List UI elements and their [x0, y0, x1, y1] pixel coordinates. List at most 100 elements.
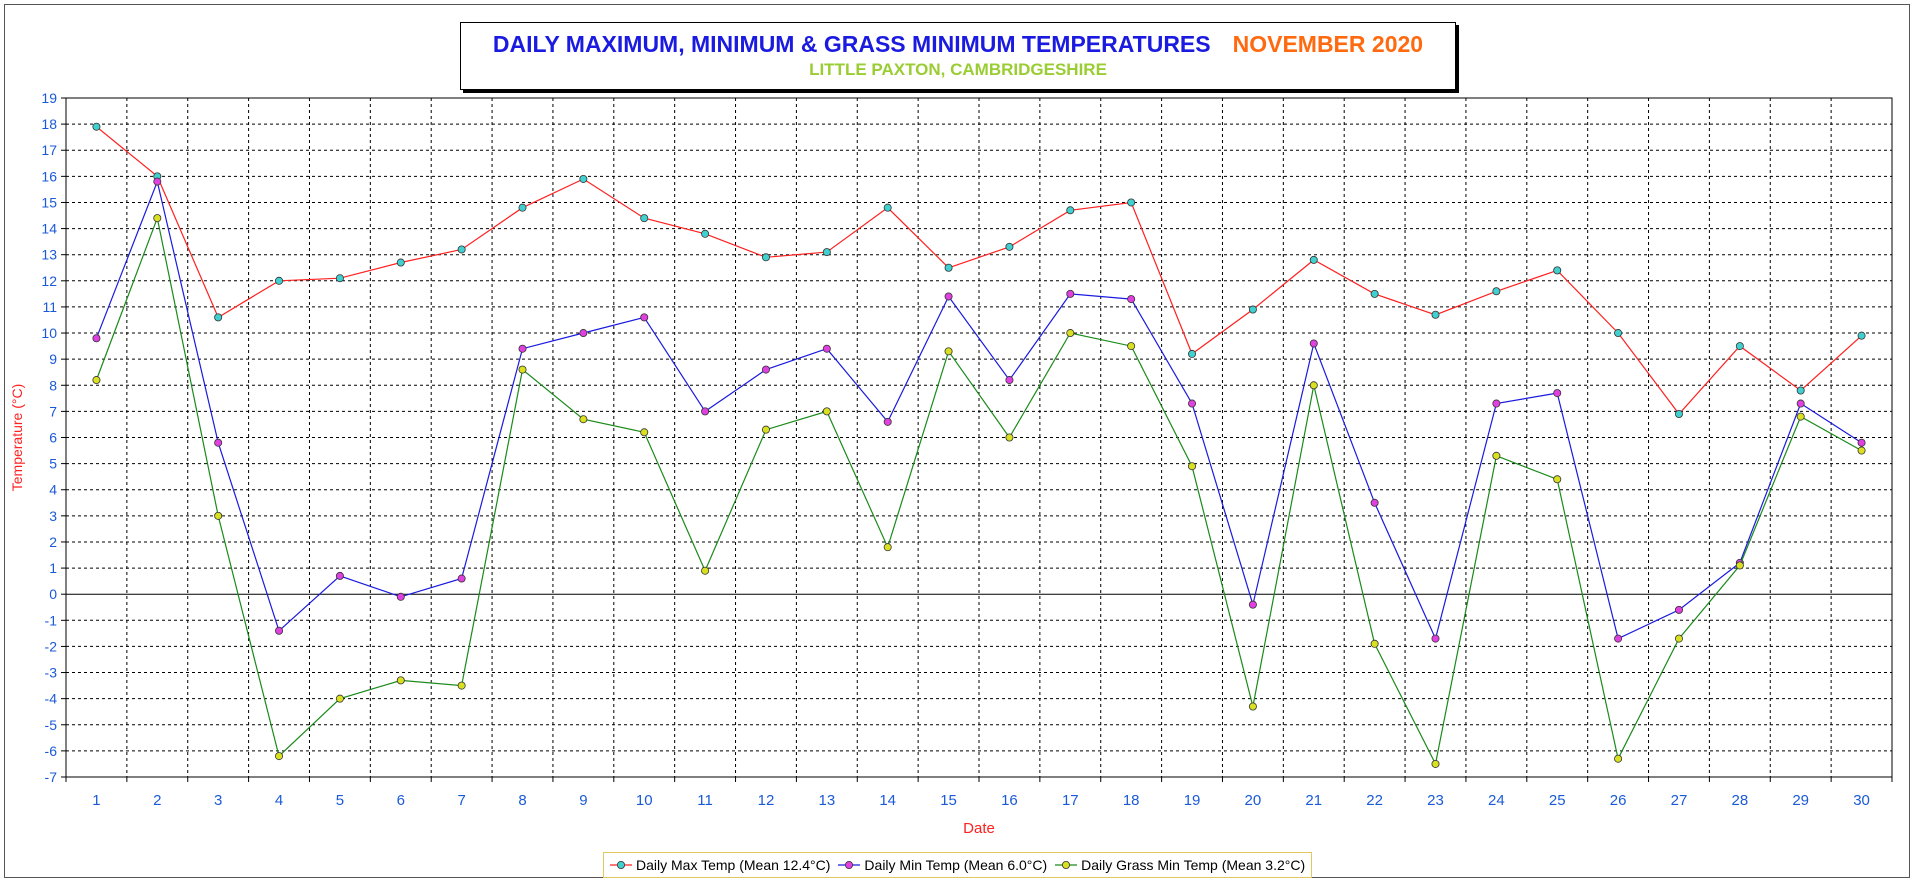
x-tick-label: 5 — [336, 792, 344, 809]
data-point — [883, 417, 892, 426]
legend: Daily Max Temp (Mean 12.4°C) Daily Min Te… — [603, 852, 1313, 878]
x-tick-label: 16 — [1001, 792, 1018, 809]
x-tick-label: 21 — [1305, 792, 1322, 809]
data-point — [1005, 433, 1014, 442]
x-tick-label: 14 — [879, 792, 896, 809]
data-point — [457, 574, 466, 583]
data-point — [1188, 462, 1197, 471]
data-point — [1857, 438, 1866, 447]
legend-swatch — [610, 861, 632, 869]
data-point — [822, 407, 831, 416]
data-point — [1127, 342, 1136, 351]
y-axis-label: Temperature (°C) — [9, 384, 25, 492]
y-tick-label: 18 — [41, 116, 57, 132]
data-point — [822, 344, 831, 353]
y-tick-label: 9 — [49, 351, 57, 367]
y-tick-label: 1 — [49, 560, 57, 576]
x-tick-label: 12 — [758, 792, 775, 809]
y-tick-label: -4 — [45, 691, 58, 707]
y-tick-label: -5 — [45, 717, 58, 733]
data-point — [1248, 702, 1257, 711]
data-point — [275, 626, 284, 635]
data-point — [883, 203, 892, 212]
y-tick-label: 3 — [49, 508, 57, 524]
data-point — [1796, 412, 1805, 421]
x-tick-label: 18 — [1123, 792, 1140, 809]
data-point — [1735, 342, 1744, 351]
data-point — [1492, 399, 1501, 408]
data-point — [1066, 289, 1075, 298]
x-tick-label: 13 — [818, 792, 835, 809]
data-point — [640, 313, 649, 322]
legend-swatch — [1055, 861, 1078, 869]
legend-label: Daily Max Temp (Mean 12.4°C) — [636, 857, 831, 873]
data-point — [1674, 605, 1683, 614]
y-tick-label: 6 — [49, 430, 57, 446]
data-point — [396, 592, 405, 601]
y-tick-label: -7 — [45, 769, 58, 785]
y-tick-label: 13 — [41, 247, 57, 263]
data-point — [944, 347, 953, 356]
data-point — [153, 177, 162, 186]
data-point — [1674, 409, 1683, 418]
data-point — [1248, 600, 1257, 609]
y-tick-label: -1 — [45, 612, 58, 628]
data-point — [1553, 266, 1562, 275]
data-point — [1614, 329, 1623, 338]
data-point — [1188, 349, 1197, 358]
data-point — [518, 365, 527, 374]
data-point — [1005, 242, 1014, 251]
legend-item: Daily Max Temp (Mean 12.4°C) — [610, 857, 830, 873]
data-point — [1431, 759, 1440, 768]
data-point — [701, 407, 710, 416]
data-point — [579, 415, 588, 424]
x-tick-label: 7 — [457, 792, 465, 809]
data-point — [335, 694, 344, 703]
x-tick-label: 10 — [636, 792, 653, 809]
y-tick-label: 11 — [42, 299, 57, 315]
data-point — [214, 438, 223, 447]
data-point — [944, 292, 953, 301]
data-point — [214, 313, 223, 322]
x-tick-label: 30 — [1853, 792, 1870, 809]
y-tick-label: 15 — [41, 194, 57, 210]
data-point — [275, 276, 284, 285]
y-tick-label: 5 — [49, 456, 57, 472]
data-point — [1370, 639, 1379, 648]
data-point — [1309, 339, 1318, 348]
data-point — [640, 214, 649, 223]
data-point — [761, 365, 770, 374]
data-point — [1005, 376, 1014, 385]
data-point — [1796, 399, 1805, 408]
data-point — [1492, 451, 1501, 460]
data-point — [579, 174, 588, 183]
y-tick-label: 0 — [49, 586, 57, 602]
data-point — [92, 334, 101, 343]
data-point — [1553, 389, 1562, 398]
y-tick-label: 10 — [41, 325, 57, 341]
data-point — [1066, 329, 1075, 338]
x-tick-label: 2 — [153, 792, 161, 809]
data-point — [701, 229, 710, 238]
x-tick-label: 4 — [275, 792, 283, 809]
data-point — [1127, 295, 1136, 304]
data-point — [944, 263, 953, 272]
x-tick-label: 15 — [940, 792, 957, 809]
x-tick-label: 19 — [1184, 792, 1201, 809]
chart-title-month: NOVEMBER 2020 — [1232, 31, 1424, 57]
data-point — [335, 571, 344, 580]
x-tick-label: 9 — [579, 792, 587, 809]
x-tick-label: 28 — [1731, 792, 1748, 809]
chart-subtitle: LITTLE PAXTON, CAMBRIDGESHIRE — [809, 60, 1107, 79]
data-point — [1553, 475, 1562, 484]
data-point — [1492, 287, 1501, 296]
y-tick-label: 4 — [49, 482, 57, 498]
data-point — [518, 203, 527, 212]
series-line-2 — [95, 215, 1862, 766]
data-point — [883, 543, 892, 552]
data-point — [1127, 198, 1136, 207]
y-tick-label: 2 — [49, 534, 57, 550]
x-tick-label: 25 — [1549, 792, 1566, 809]
y-tick-label: 12 — [41, 273, 57, 289]
